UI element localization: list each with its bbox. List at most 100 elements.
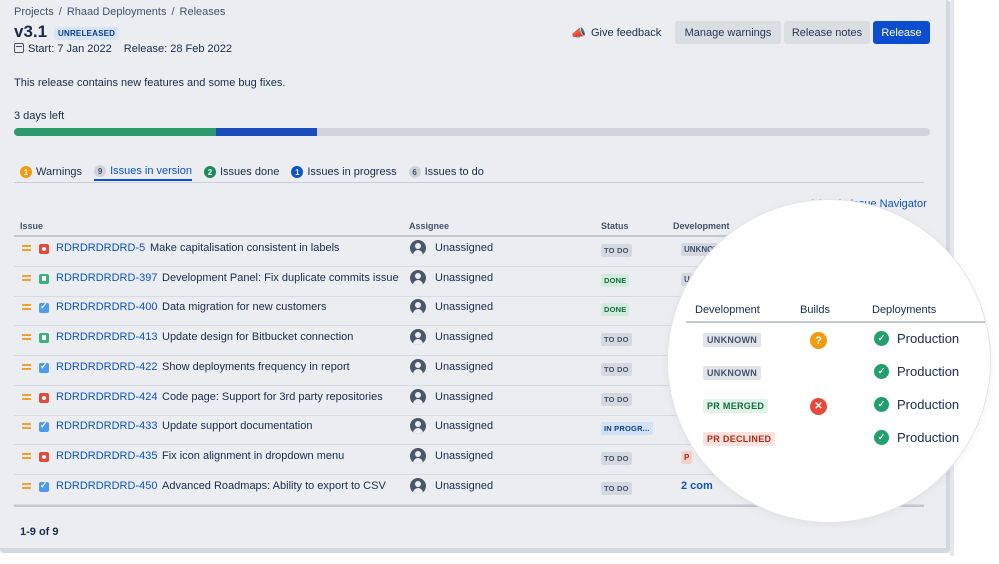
manage-warnings-button[interactable]: Manage warnings [675, 21, 781, 44]
tab-issues-in-version[interactable]: 9 Issues in version [94, 163, 192, 181]
table-row[interactable]: RDRDRDRDRD-5 Make capitalisation consist… [14, 237, 924, 267]
tab-warnings-label: Warnings [36, 166, 83, 178]
table-header-divider [14, 235, 924, 237]
issue-key-link[interactable]: RDRDRDRDRD-413 [56, 331, 158, 344]
table-row[interactable]: RDRDRDRDRD-397 Development Panel: Fix du… [14, 267, 924, 297]
priority-medium-icon [22, 334, 31, 341]
release-dates: Start: 7 Jan 2022 Release: 28 Feb 2022 [14, 43, 232, 55]
table-row[interactable]: RDRDRDRDRD-450 Advanced Roadmaps: Abilit… [14, 475, 924, 505]
issue-key-link[interactable]: RDRDRDRDRD-450 [56, 479, 158, 492]
issue-tabs: 1 Warnings 9 Issues in version 2 Issues … [20, 163, 496, 183]
deployment-status[interactable]: ✓ Production [874, 364, 959, 379]
development-cell: P [681, 450, 693, 464]
cross-icon[interactable]: ✕ [810, 398, 827, 415]
status-lozenge[interactable]: IN PROGR... [601, 422, 653, 436]
release-date: Release: 28 Feb 2022 [123, 43, 233, 55]
page-title: v3.1 [14, 22, 48, 41]
status-badge: UNRELEASED [54, 27, 120, 40]
status-lozenge[interactable]: DONE [601, 273, 630, 287]
avatar [410, 447, 426, 464]
assignee-name: Unassigned [435, 331, 494, 344]
issue-summary[interactable]: Code page: Support for 3rd party reposit… [162, 390, 383, 403]
deployment-status[interactable]: ✓ Production [874, 430, 959, 445]
calendar-icon [14, 43, 24, 53]
tab-issues-done-label: Issues done [220, 166, 280, 178]
development-lozenge[interactable]: UNKNOWN [703, 333, 762, 347]
issue-key-link[interactable]: RDRDRDRDRD-400 [56, 301, 158, 314]
breadcrumb-projects[interactable]: Projects [14, 6, 54, 18]
status-lozenge[interactable]: TO DO [601, 481, 632, 495]
magnified-detail-panel: Development Builds Deployments UNKNOWN? ✓… [668, 200, 990, 522]
issue-key-link[interactable]: RDRDRDRDRD-422 [56, 360, 158, 373]
assignee-name: Unassigned [435, 360, 494, 373]
tab-issues-in-progress[interactable]: 1 Issues in progress [291, 163, 397, 181]
release-button[interactable]: Release [873, 21, 930, 44]
issue-summary[interactable]: Update design for Bitbucket connection [162, 331, 354, 344]
priority-medium-icon [22, 274, 31, 281]
magnified-column-development: Development [695, 304, 760, 316]
magnified-column-deployments: Deployments [872, 304, 937, 316]
task-type-icon [39, 420, 49, 433]
assignee-name: Unassigned [435, 301, 494, 314]
issue-key-link[interactable]: RDRDRDRDRD-397 [56, 271, 158, 284]
status-lozenge[interactable]: TO DO [601, 392, 632, 406]
issue-summary[interactable]: Advanced Roadmaps: Ability to export to … [162, 479, 386, 492]
give-feedback-label: Give feedback [590, 27, 662, 39]
pagination-count: 1-9 of 9 [20, 526, 59, 538]
table-row[interactable]: RDRDRDRDRD-400 Data migration for new cu… [14, 296, 924, 327]
question-icon[interactable]: ? [810, 332, 827, 349]
priority-medium-icon [22, 452, 31, 459]
development-cell: U [681, 272, 693, 286]
tab-warnings[interactable]: 1 Warnings [20, 163, 82, 181]
status-lozenge[interactable]: TO DO [601, 333, 632, 347]
release-description: This release contains new features and s… [14, 77, 286, 89]
breadcrumb-releases[interactable]: Releases [179, 6, 226, 18]
tab-issues-to-do-label: Issues to do [424, 166, 484, 178]
deployment-environment: Production [897, 364, 960, 379]
issue-key-link[interactable]: RDRDRDRDRD-433 [56, 420, 158, 433]
release-notes-button[interactable]: Release notes [784, 21, 870, 44]
status-lozenge[interactable]: DONE [601, 303, 630, 317]
issue-key-link[interactable]: RDRDRDRDRD-435 [56, 449, 158, 462]
status-lozenge[interactable]: TO DO [601, 244, 632, 257]
table-row[interactable]: RDRDRDRDRD-422 Show deployments frequenc… [14, 356, 924, 386]
assignee-name: Unassigned [435, 479, 494, 492]
issue-summary[interactable]: Fix icon alignment in dropdown menu [162, 449, 345, 462]
table-row[interactable]: RDRDRDRDRD-433 Update support documentat… [14, 415, 924, 446]
issues-to-do-count: 6 [408, 166, 421, 178]
issues-in-version-count: 9 [94, 165, 107, 177]
development-cell[interactable]: 2 com [681, 479, 713, 492]
assignee-name: Unassigned [435, 420, 494, 433]
development-lozenge[interactable]: PR MERGED [703, 399, 769, 413]
table-row[interactable]: RDRDRDRDRD-435 Fix icon alignment in dro… [14, 445, 924, 475]
development-lozenge[interactable]: PR DECLINED [703, 432, 776, 446]
issue-summary[interactable]: Update support documentation [162, 420, 313, 433]
assignee-name: Unassigned [435, 390, 494, 403]
tab-issues-done[interactable]: 2 Issues done [204, 163, 279, 181]
tab-issues-to-do[interactable]: 6 Issues to do [408, 163, 484, 181]
table-row[interactable]: RDRDRDRDRD-424 Code page: Support for 3r… [14, 386, 924, 416]
table-row[interactable]: RDRDRDRDRD-413 Update design for Bitbuck… [14, 326, 924, 357]
issue-summary[interactable]: Make capitalisation consistent in labels [150, 242, 340, 254]
give-feedback-button[interactable]: 📣 Give feedback [571, 26, 661, 40]
status-lozenge[interactable]: TO DO [601, 362, 632, 376]
issue-key-link[interactable]: RDRDRDRDRD-424 [56, 390, 158, 403]
row-divider [14, 325, 924, 327]
breadcrumb-project[interactable]: Rhaad Deployments [66, 6, 167, 18]
deployment-environment: Production [897, 430, 960, 445]
row-divider [14, 473, 924, 475]
deployment-status[interactable]: ✓ Production [874, 331, 959, 346]
issue-summary[interactable]: Development Panel: Fix duplicate commits… [162, 271, 399, 284]
avatar [410, 388, 426, 405]
deployment-status[interactable]: ✓ Production [874, 397, 959, 412]
progress-done-segment [14, 128, 216, 136]
issue-key-link[interactable]: RDRDRDRDRD-5 [56, 242, 146, 254]
status-lozenge[interactable]: TO DO [601, 451, 632, 465]
row-divider [14, 295, 924, 297]
issue-summary[interactable]: Data migration for new customers [162, 301, 327, 314]
issues-done-count: 2 [204, 166, 216, 178]
issue-summary[interactable]: Show deployments frequency in report [162, 360, 350, 373]
breadcrumb: Projects / Rhaad Deployments / Releases [14, 6, 226, 18]
development-lozenge[interactable]: UNKNOWN [703, 366, 762, 380]
task-type-icon [39, 480, 49, 492]
